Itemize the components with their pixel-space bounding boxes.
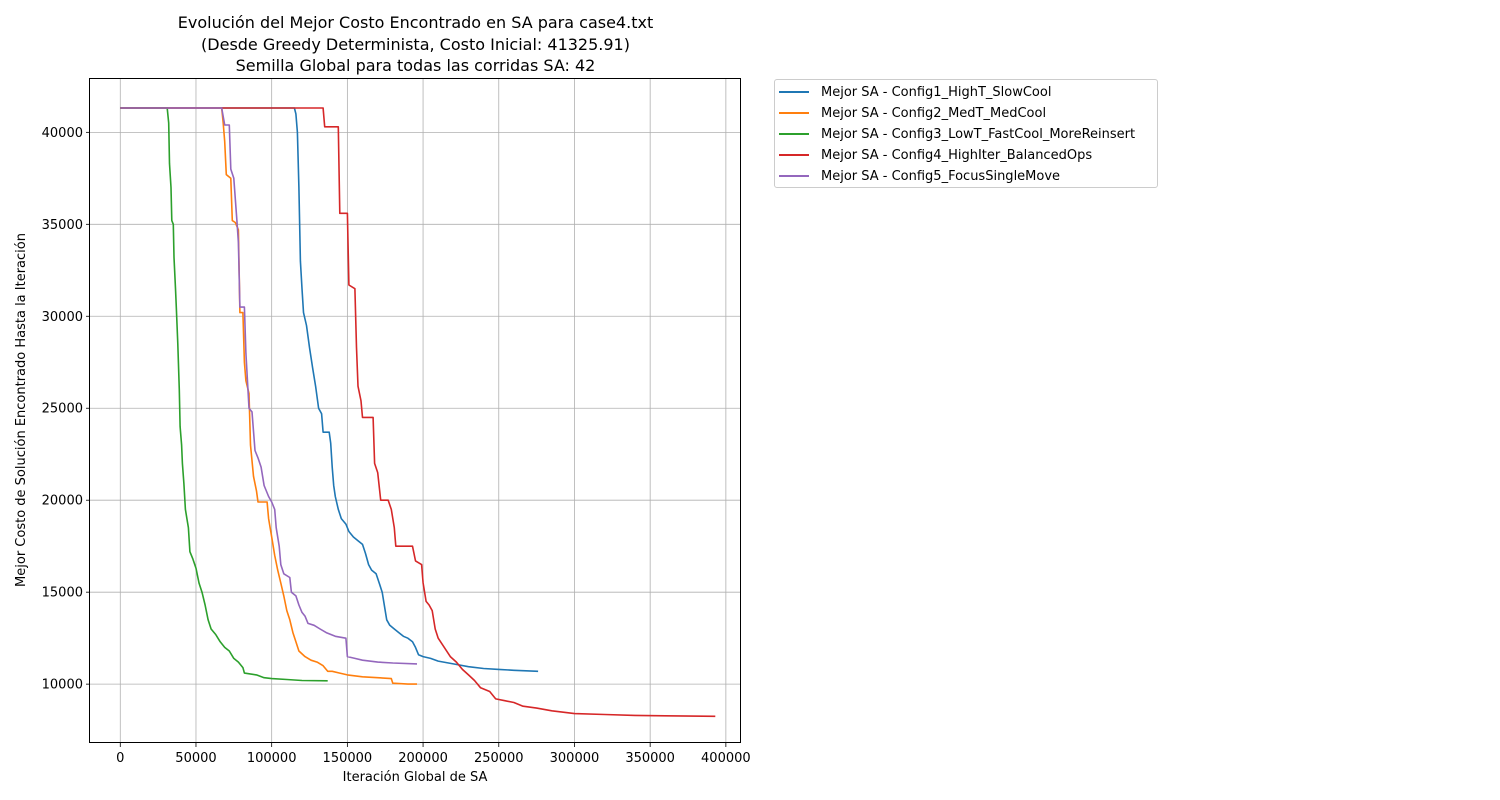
x-tick-label: 50000 (175, 751, 216, 766)
x-tick-label: 0 (116, 751, 124, 766)
legend-swatch (779, 133, 809, 135)
y-tick-label: 40000 (42, 126, 83, 141)
x-axis-label: Iteración Global de SA (343, 770, 488, 785)
legend-swatch (779, 154, 809, 156)
x-tick-label: 300000 (550, 751, 600, 766)
y-tick-label: 35000 (42, 218, 83, 233)
ticks: 0 50000 100000 150000 200000 250000 300000 3500… (42, 126, 751, 766)
x-tick-label: 150000 (323, 751, 373, 766)
legend-item-1: Mejor SA - Config1_HighT_SlowCool (779, 82, 1051, 102)
x-tick-label: 250000 (474, 751, 524, 766)
legend-label: Mejor SA - Config5_FocusSingleMove (821, 168, 1061, 184)
y-tick-label: 20000 (42, 494, 83, 509)
legend-swatch (779, 175, 809, 177)
series-line-4 (120, 107, 716, 718)
x-tick-label: 350000 (625, 751, 675, 766)
y-tick-label: 10000 (42, 678, 83, 693)
legend-label: Mejor SA - Config3_LowT_FastCool_MoreRei… (821, 126, 1136, 142)
legend-item-2: Mejor SA - Config2_MedT_MedCool (779, 103, 1046, 123)
y-tick-label: 30000 (42, 310, 83, 325)
x-tick-label: 200000 (398, 751, 448, 766)
plot-frame (89, 78, 741, 743)
legend-item-4: Mejor SA - Config4_HighIter_BalancedOps (779, 145, 1092, 165)
chart-title-line-3: Semilla Global para todas las corridas S… (235, 56, 596, 75)
legend-swatch (779, 91, 809, 93)
series-line-1 (120, 107, 539, 673)
chart-title-line-2: (Desde Greedy Determinista, Costo Inicia… (201, 35, 630, 54)
x-tick-label: 100000 (247, 751, 297, 766)
series-lines (120, 107, 716, 718)
legend-label: Mejor SA - Config2_MedT_MedCool (821, 105, 1047, 121)
series-line-5 (120, 107, 418, 665)
y-tick-label: 15000 (42, 586, 83, 601)
x-tick-label: 400000 (701, 751, 751, 766)
legend-label: Mejor SA - Config1_HighT_SlowCool (821, 84, 1052, 100)
grid (90, 79, 741, 743)
series-line-2 (120, 107, 417, 685)
y-axis-label: Mejor Costo de Solución Encontrado Hasta… (14, 233, 29, 587)
legend-swatch (779, 112, 809, 114)
legend-item-5: Mejor SA - Config5_FocusSingleMove (779, 166, 1060, 186)
series-line-3 (120, 107, 328, 682)
chart-title-line-1: Evolución del Mejor Costo Encontrado en … (177, 13, 654, 32)
legend-label: Mejor SA - Config4_HighIter_BalancedOps (821, 147, 1093, 163)
legend: Mejor SA - Config1_HighT_SlowCool Mejor S… (774, 79, 1158, 188)
y-tick-label: 25000 (42, 402, 83, 417)
legend-item-3: Mejor SA - Config3_LowT_FastCool_MoreRei… (779, 124, 1135, 144)
